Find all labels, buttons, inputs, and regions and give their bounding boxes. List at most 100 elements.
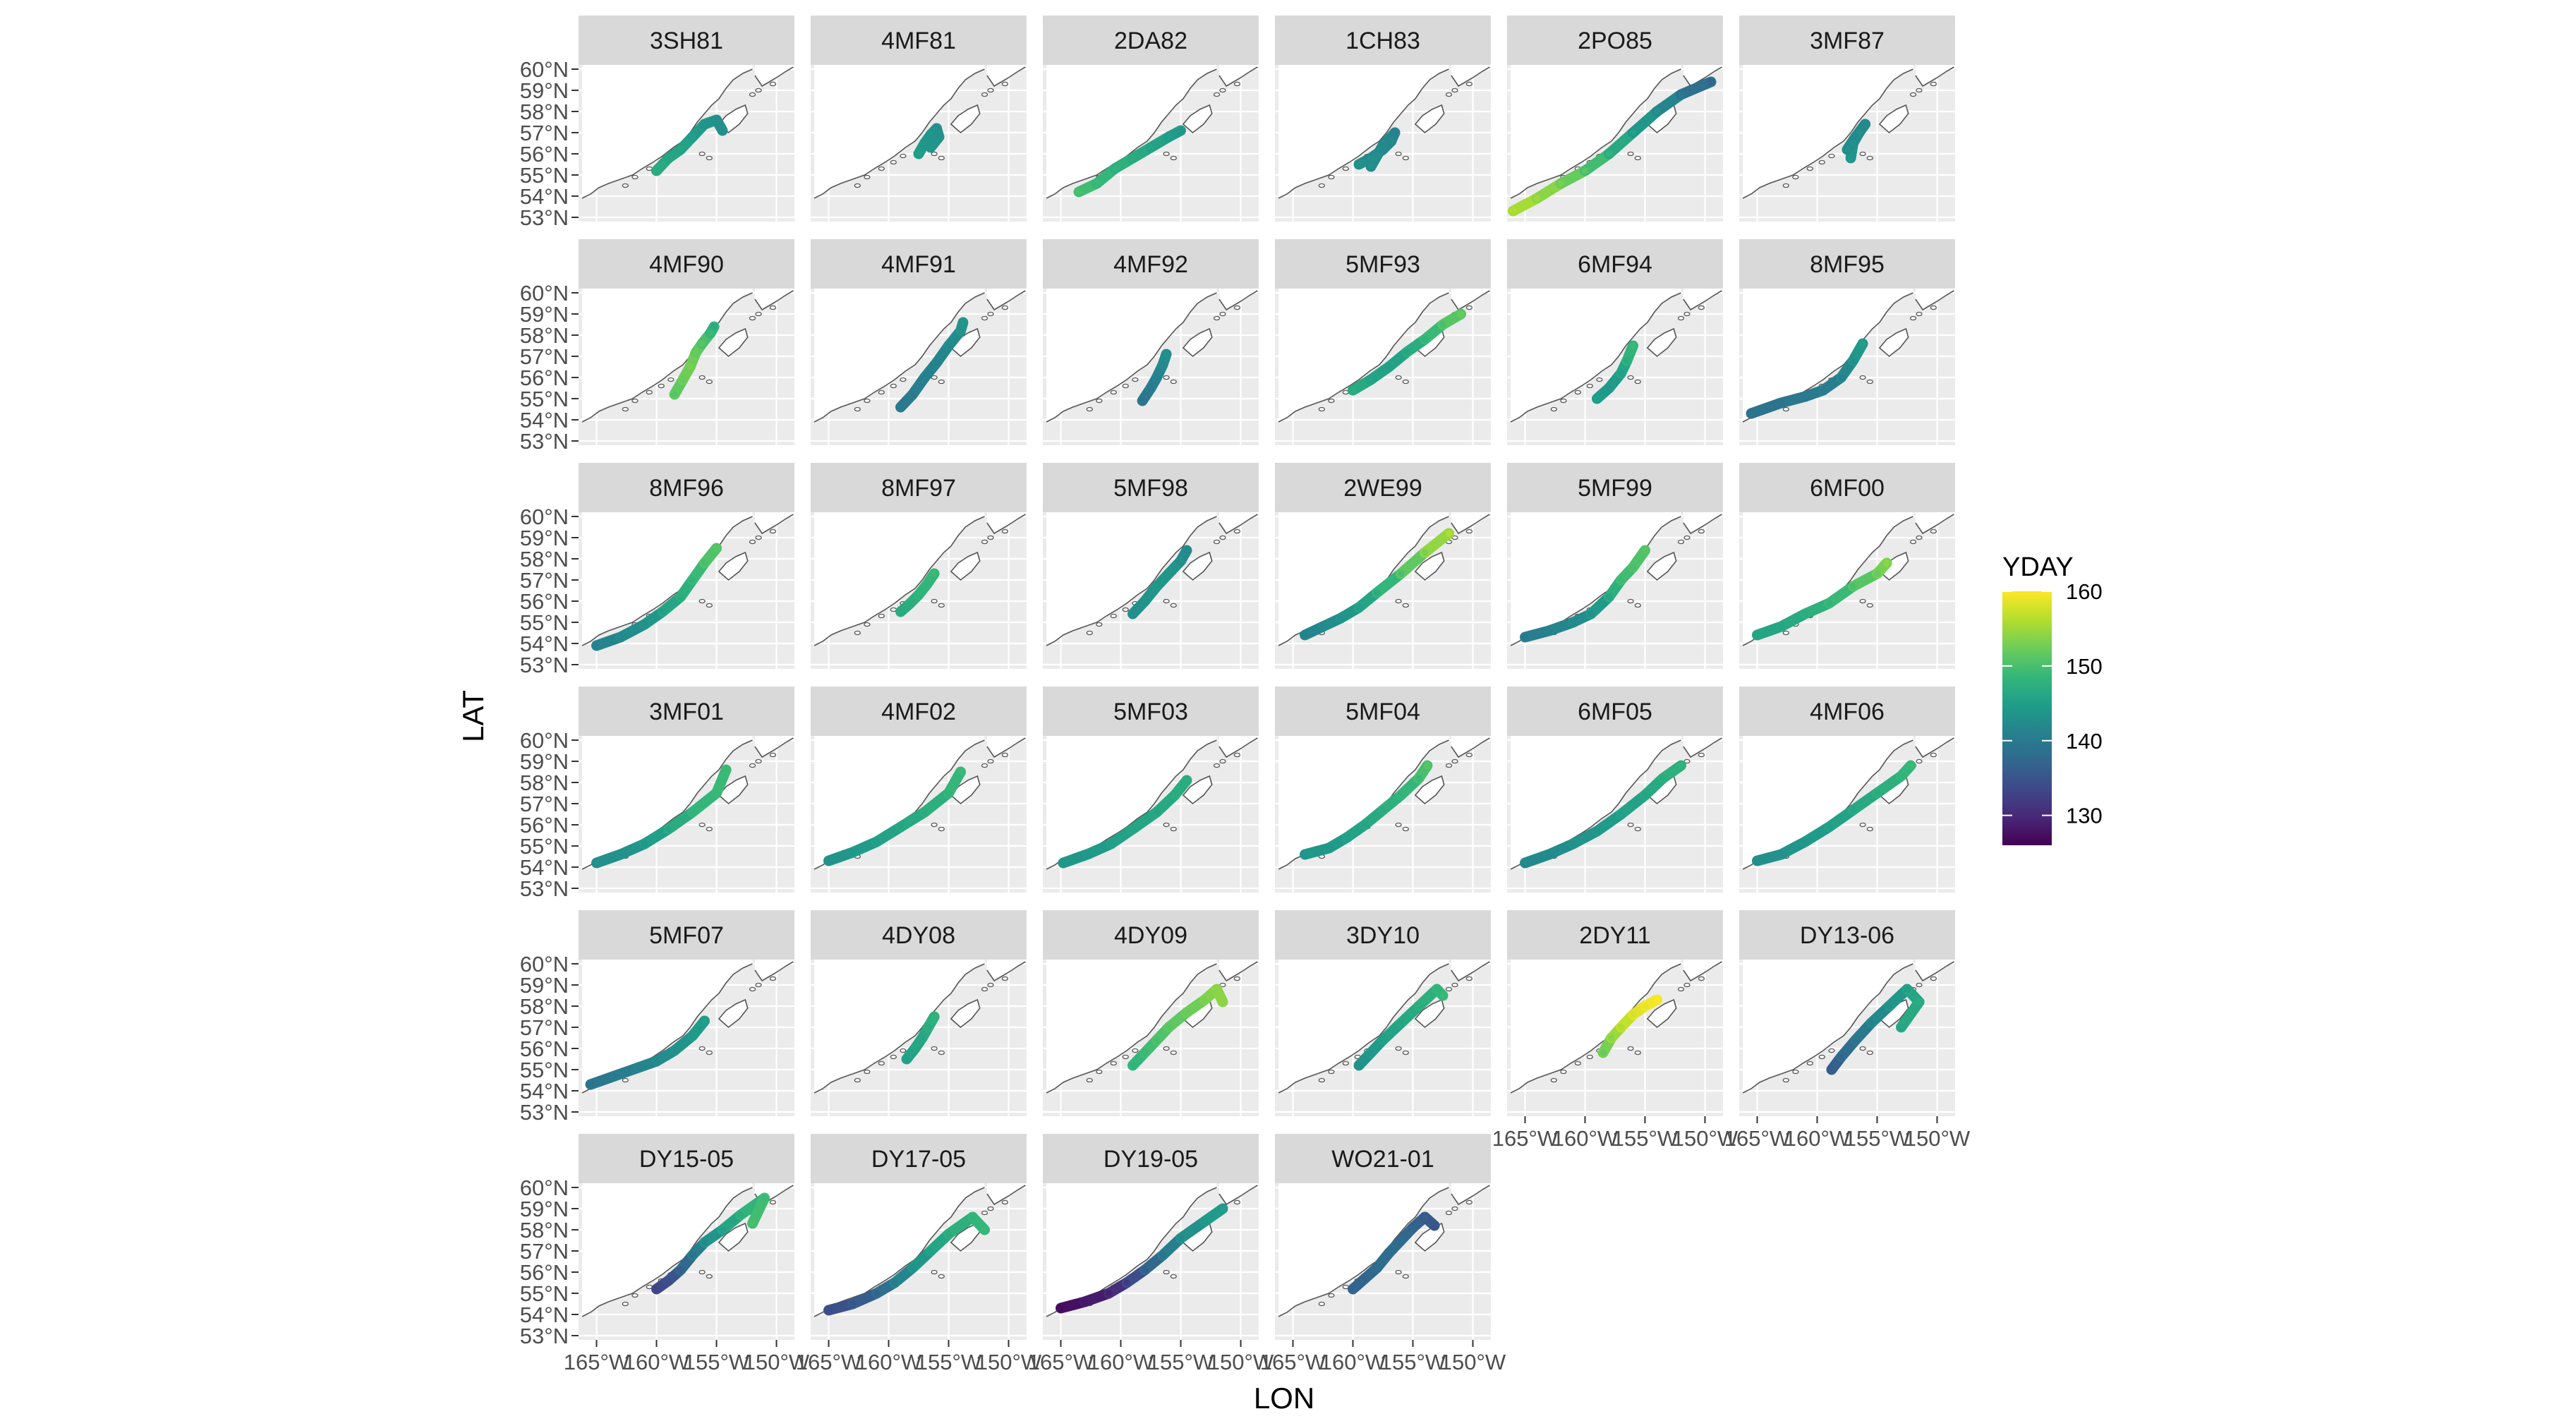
panel-content	[579, 1183, 794, 1340]
kodiak-island	[718, 775, 749, 805]
land-mass-east	[1683, 960, 1723, 981]
island	[631, 398, 639, 404]
coastline-east	[754, 66, 794, 87]
x-tick-label: 160°W	[1784, 1126, 1851, 1151]
survey-track-segment	[1896, 996, 1925, 1033]
survey-station-point	[1457, 310, 1465, 318]
land-mass-east	[986, 736, 1027, 757]
facet-label: 6MF05	[1578, 699, 1652, 725]
island	[1395, 151, 1402, 157]
land-mass	[814, 289, 985, 422]
land-mass	[814, 65, 985, 198]
kodiak-island	[718, 1222, 749, 1252]
survey-station-point	[1629, 129, 1637, 136]
island	[1698, 305, 1705, 310]
island	[1110, 1060, 1117, 1066]
facet-label: 4DY09	[1114, 922, 1187, 949]
survey-station-point	[1904, 986, 1911, 993]
coastline	[814, 292, 985, 423]
coastline-east	[986, 737, 1026, 758]
island	[1122, 383, 1129, 389]
panel-content	[811, 960, 1027, 1116]
island	[1828, 1048, 1835, 1053]
island	[1818, 159, 1825, 165]
survey-station-point	[1873, 570, 1881, 577]
land-mass	[582, 960, 753, 1093]
legend: YDAY 130 140 150 160	[2002, 552, 2103, 845]
survey-station-point	[1653, 996, 1661, 1003]
survey-station-point	[969, 1214, 976, 1221]
y-tick-label: 57°N	[520, 344, 569, 369]
survey-station-point	[1301, 631, 1309, 639]
survey-station-point	[1851, 133, 1859, 140]
survey-station-point	[1897, 773, 1905, 780]
survey-station-point	[749, 1220, 756, 1227]
survey-track-segment	[943, 766, 966, 799]
land-mass	[814, 736, 985, 869]
panel-content	[811, 1183, 1027, 1340]
island	[749, 763, 756, 768]
survey-station-point	[713, 545, 720, 552]
survey-station-point	[1617, 1024, 1625, 1031]
island	[1096, 398, 1103, 404]
survey-station-point	[1849, 806, 1857, 814]
x-tick-label: 160°W	[856, 1350, 922, 1374]
facet-strip	[1043, 687, 1259, 736]
survey-station-point	[923, 581, 931, 588]
survey-station-point	[587, 1081, 594, 1088]
land-mass	[582, 65, 753, 198]
coastline	[1510, 292, 1681, 423]
colorbar-ticks: 130 140 150 160	[2002, 579, 2103, 828]
island	[1916, 982, 1923, 988]
y-tick-label: 57°N	[520, 121, 569, 145]
island	[890, 607, 897, 612]
survey-station-point	[1820, 387, 1827, 394]
island	[938, 1274, 945, 1279]
survey-station-point	[1593, 395, 1601, 402]
x-tick-label: 165°W	[564, 1350, 630, 1374]
survey-station-point	[1897, 1024, 1905, 1031]
coastline	[814, 963, 985, 1094]
facet-label: DY15-05	[639, 1146, 734, 1173]
coastline-east	[1683, 514, 1722, 535]
survey-station-point	[617, 634, 624, 641]
panel-content	[811, 736, 1027, 893]
survey-station-point	[1171, 792, 1178, 799]
facet-panel: 6MF00	[1739, 463, 1955, 669]
island	[1596, 377, 1603, 382]
facet-strip	[1043, 239, 1259, 289]
island	[1930, 305, 1937, 310]
land-mass	[1278, 736, 1449, 869]
survey-station-point	[1373, 1264, 1381, 1271]
kodiak-island	[1878, 104, 1909, 134]
facet-strip	[1507, 687, 1723, 736]
survey-station-point	[1623, 357, 1631, 364]
island	[1328, 1293, 1335, 1298]
survey-station-point	[701, 1017, 708, 1024]
island	[1402, 603, 1409, 608]
y-tick-label: 57°N	[520, 568, 569, 593]
survey-station-point	[665, 826, 672, 833]
survey-track-segment	[711, 764, 732, 799]
survey-station-point	[689, 1032, 696, 1039]
island	[699, 598, 706, 604]
island	[854, 406, 861, 412]
island	[1677, 986, 1685, 992]
y-tick-label: 56°N	[520, 1260, 569, 1285]
island	[1086, 1077, 1093, 1083]
island	[749, 92, 756, 97]
survey-station-point	[1153, 809, 1161, 816]
land-mass	[582, 736, 753, 869]
survey-station-point	[1777, 399, 1785, 406]
survey-station-point	[1201, 996, 1209, 1003]
facet-strip	[1507, 16, 1723, 65]
x-tick-label: 150°W	[1672, 1126, 1739, 1151]
survey-station-point	[1219, 1205, 1226, 1212]
survey-station-point	[1617, 811, 1625, 818]
island	[699, 1046, 706, 1051]
facet-panel: DY15-05	[579, 1134, 794, 1340]
coastline-east	[1451, 961, 1490, 982]
island	[1627, 598, 1634, 604]
panel-content	[811, 512, 1027, 669]
island	[1627, 375, 1634, 380]
